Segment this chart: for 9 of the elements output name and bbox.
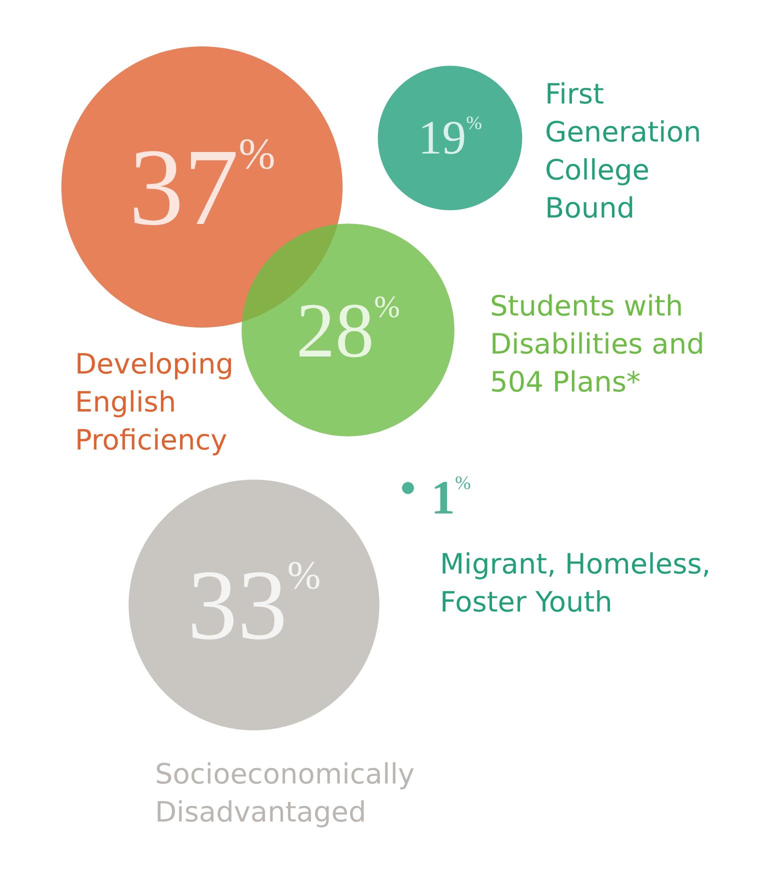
category-label: Socioeconomically Disadvantaged [155, 758, 424, 828]
category-label: First Generation College Bound [545, 78, 710, 224]
category-label: Migrant, Homeless, Foster Youth [440, 548, 720, 618]
data-label: 19% [418, 112, 482, 164]
category-label: Developing English Proficiency [75, 348, 242, 456]
category-label: Students with Disabilities and 504 Plans* [490, 290, 714, 398]
data-label: 1% [431, 472, 471, 524]
data-label: 37% [128, 126, 276, 248]
data-label: 28% [296, 286, 400, 374]
